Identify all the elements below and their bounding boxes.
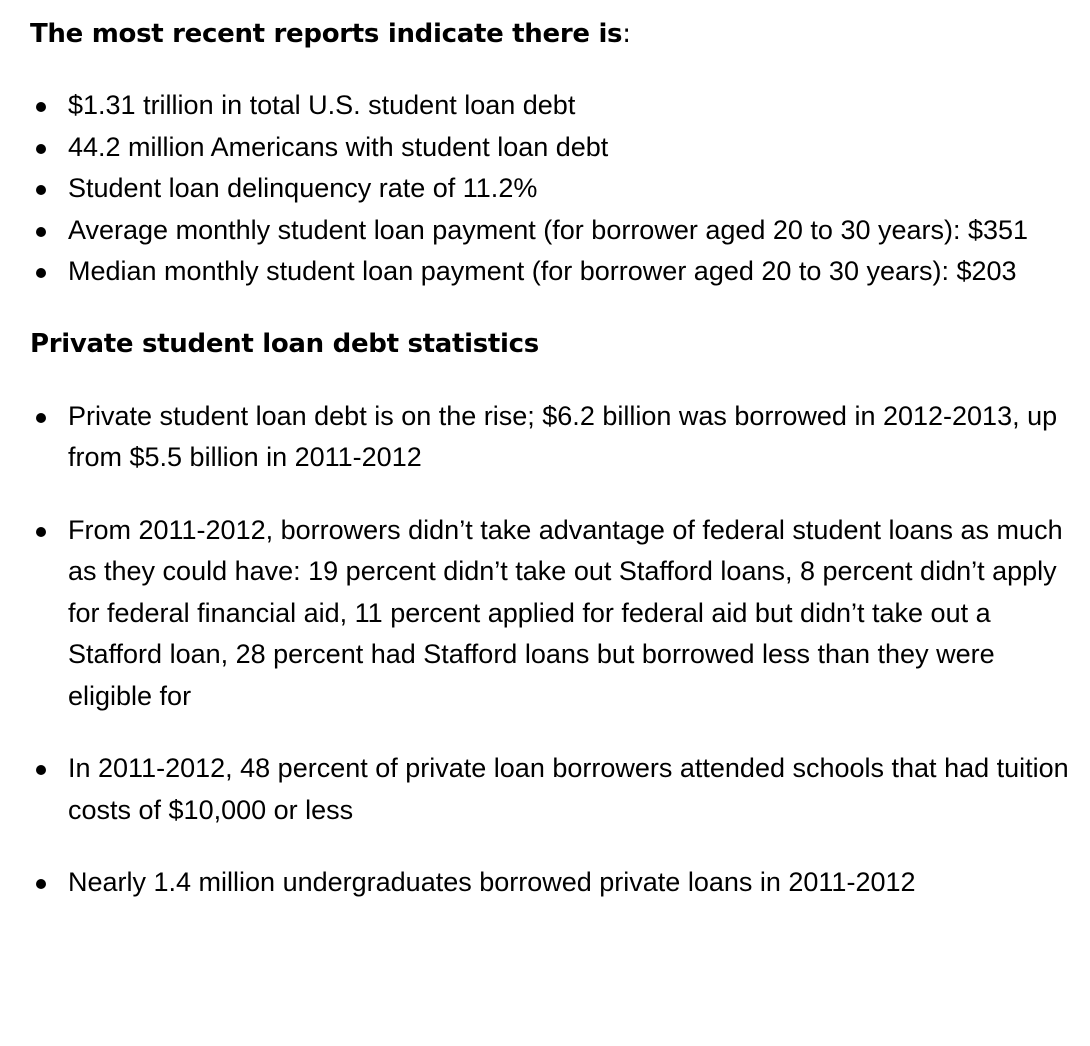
list-item-text: Private student loan debt is on the rise… — [68, 400, 1058, 473]
list-item: $1.31 trillion in total U.S. student loa… — [30, 85, 1070, 127]
list-item: 44.2 million Americans with student loan… — [30, 127, 1070, 169]
recent-reports-heading-colon: : — [622, 19, 631, 49]
list-item: From 2011-2012, borrowers didn’t take ad… — [30, 510, 1070, 718]
private-loan-list: Private student loan debt is on the rise… — [30, 396, 1070, 904]
bullet-icon — [36, 185, 46, 195]
list-item-text: Student loan delinquency rate of 11.2% — [68, 173, 538, 203]
list-item-text: Median monthly student loan payment (for… — [68, 256, 1017, 286]
recent-reports-heading-text: The most recent reports indicate there i… — [30, 19, 623, 49]
list-item: Average monthly student loan payment (fo… — [30, 210, 1070, 252]
recent-reports-heading: The most recent reports indicate there i… — [30, 14, 1070, 54]
list-item: Student loan delinquency rate of 11.2% — [30, 168, 1070, 210]
list-item-text: $1.31 trillion in total U.S. student loa… — [68, 90, 576, 120]
bullet-icon — [36, 526, 46, 537]
list-item: Nearly 1.4 million undergraduates borrow… — [30, 862, 1070, 904]
bullet-icon — [36, 268, 46, 278]
bullet-icon — [36, 412, 46, 423]
bullet-icon — [36, 143, 46, 154]
recent-reports-list: $1.31 trillion in total U.S. student loa… — [30, 85, 1070, 293]
list-item-text: Average monthly student loan payment (fo… — [68, 214, 1029, 245]
list-item: Median monthly student loan payment (for… — [30, 251, 1070, 293]
bullet-icon — [36, 226, 46, 237]
article-content: The most recent reports indicate there i… — [30, 14, 1070, 904]
private-loan-heading: Private student loan debt statistics — [30, 328, 539, 359]
bullet-icon — [36, 102, 46, 112]
list-item-text: In 2011-2012, 48 percent of private loan… — [68, 753, 1069, 825]
list-item: Private student loan debt is on the rise… — [30, 396, 1070, 479]
bullet-icon — [36, 879, 46, 889]
list-item-text: Nearly 1.4 million undergraduates borrow… — [68, 867, 916, 897]
bullet-icon — [36, 765, 46, 775]
list-item: In 2011-2012, 48 percent of private loan… — [30, 748, 1070, 831]
list-item-text: 44.2 million Americans with student loan… — [68, 131, 609, 162]
list-item-text: From 2011-2012, borrowers didn’t take ad… — [68, 514, 1063, 711]
